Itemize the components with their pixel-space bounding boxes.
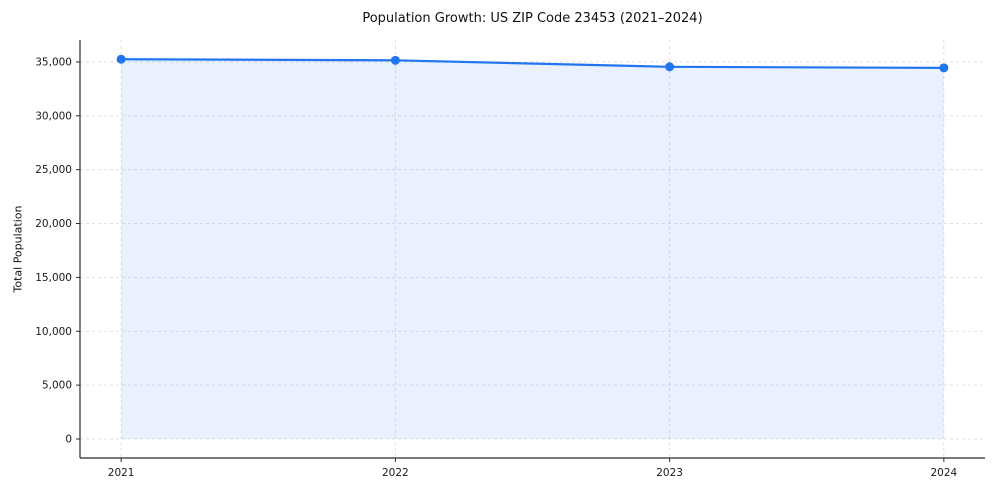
area-fill <box>121 59 944 439</box>
y-axis-label: Total Population <box>11 205 25 293</box>
chart-title: Population Growth: US ZIP Code 23453 (20… <box>362 11 703 26</box>
y-tick-label: 0 <box>65 434 72 446</box>
y-tick-label: 15,000 <box>35 272 72 284</box>
y-tick-label: 5,000 <box>42 380 72 392</box>
data-point <box>390 55 400 65</box>
y-tick-label: 20,000 <box>35 218 72 230</box>
y-tick-label: 30,000 <box>35 110 72 122</box>
data-point <box>939 63 949 73</box>
y-tick-label: 25,000 <box>35 164 72 176</box>
x-tick-label: 2024 <box>930 467 957 479</box>
y-tick-label: 10,000 <box>35 326 72 338</box>
line-series <box>120 58 945 69</box>
data-point <box>665 62 675 72</box>
y-tick-label: 35,000 <box>35 56 72 68</box>
x-tick-label: 2022 <box>382 467 409 479</box>
x-tick-label: 2023 <box>656 467 683 479</box>
x-tick-label: 2021 <box>108 467 135 479</box>
data-point <box>116 54 126 64</box>
